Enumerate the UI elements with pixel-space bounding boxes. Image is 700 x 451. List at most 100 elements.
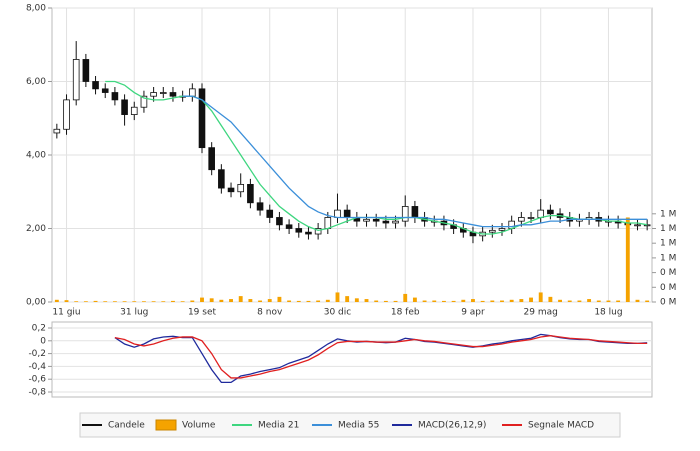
candle-body bbox=[140, 95, 148, 108]
volume-bar bbox=[422, 300, 427, 302]
y2-tick-label: 1 M bbox=[660, 253, 676, 263]
x-tick-label: 18 lug bbox=[594, 308, 622, 318]
candle-body bbox=[305, 231, 312, 235]
candle-body bbox=[63, 99, 70, 130]
x-tick-label: 11 giu bbox=[52, 308, 80, 318]
series-line bbox=[114, 335, 648, 379]
y2-tick-label: 0 M bbox=[660, 283, 676, 293]
volume-bar bbox=[529, 297, 533, 302]
y-tick-label: -0,8 bbox=[28, 388, 46, 398]
candle-body bbox=[237, 183, 245, 193]
candle-body bbox=[101, 88, 109, 93]
y2-tick-label: 1 M bbox=[660, 239, 676, 249]
candle-body bbox=[295, 228, 303, 233]
volume-bar bbox=[74, 301, 79, 302]
candle-body bbox=[489, 229, 496, 233]
candle-body bbox=[537, 209, 545, 218]
candle-body bbox=[527, 217, 535, 219]
volume-bar bbox=[471, 299, 475, 302]
volume-bar bbox=[161, 301, 166, 302]
volume-bar bbox=[567, 300, 572, 302]
volume-bar bbox=[490, 300, 495, 302]
volume-bar bbox=[596, 300, 601, 302]
x-tick-label: 8 nov bbox=[257, 308, 283, 318]
volume-bar bbox=[209, 298, 214, 302]
candle-body bbox=[256, 202, 264, 211]
volume-bar bbox=[64, 300, 69, 302]
volume-bar bbox=[500, 300, 504, 302]
legend-label: Media 21 bbox=[258, 421, 299, 431]
volume-bar bbox=[238, 296, 243, 302]
volume-bar bbox=[219, 299, 224, 302]
volume-bar bbox=[558, 299, 562, 302]
candle-body bbox=[218, 169, 225, 189]
volume-bar bbox=[451, 300, 456, 302]
volume-bar bbox=[616, 300, 621, 302]
volume-bar bbox=[103, 301, 108, 302]
candle-body bbox=[324, 217, 332, 229]
volume-bar bbox=[538, 292, 543, 302]
volume-bar bbox=[258, 300, 262, 302]
volume-bar bbox=[606, 300, 611, 302]
candle-body bbox=[401, 206, 409, 222]
volume-bar bbox=[112, 301, 117, 302]
volume-bar bbox=[509, 299, 514, 302]
candle-body bbox=[53, 128, 61, 134]
candle-body bbox=[343, 209, 351, 218]
candle-body bbox=[150, 92, 157, 97]
y-tick-label: 4,00 bbox=[26, 151, 46, 161]
candle-body bbox=[547, 209, 554, 215]
volume-bar bbox=[83, 301, 88, 302]
candle-body bbox=[72, 59, 80, 101]
legend-swatch bbox=[155, 419, 177, 431]
candle-body bbox=[130, 106, 138, 115]
y-tick-label: 6,00 bbox=[26, 77, 46, 87]
volume-bar bbox=[180, 301, 185, 302]
candle-body bbox=[266, 209, 274, 218]
volume-bar bbox=[412, 297, 417, 302]
candle-body bbox=[169, 92, 177, 97]
volume-bar bbox=[383, 300, 388, 302]
y-tick-label: -0,2 bbox=[28, 349, 46, 359]
volume-bar bbox=[248, 299, 253, 302]
candle-body bbox=[247, 183, 254, 204]
x-tick-label: 30 dic bbox=[324, 308, 352, 318]
y2-tick-label: 1 M bbox=[660, 224, 676, 234]
candle-body bbox=[121, 99, 128, 115]
volume-bar bbox=[142, 301, 146, 302]
candle-body bbox=[392, 220, 399, 224]
volume-bar bbox=[229, 299, 233, 302]
plot-area bbox=[51, 321, 653, 398]
volume-bar bbox=[393, 300, 398, 302]
volume-bar bbox=[151, 301, 156, 302]
volume-bar bbox=[277, 296, 282, 302]
volume-bar bbox=[442, 300, 446, 302]
candle-body bbox=[198, 88, 206, 149]
volume-bar bbox=[354, 298, 359, 302]
volume-bar bbox=[132, 301, 137, 302]
volume-bar bbox=[374, 300, 379, 302]
volume-bar bbox=[200, 297, 204, 302]
volume-bar bbox=[587, 299, 592, 302]
volume-bar bbox=[548, 296, 553, 302]
volume-bar bbox=[364, 299, 369, 302]
y-tick-label: -0,4 bbox=[28, 362, 46, 372]
y-tick-label: 0,00 bbox=[26, 298, 46, 308]
candle-body bbox=[372, 218, 380, 222]
volume-bar bbox=[267, 299, 272, 302]
candle-body bbox=[382, 220, 390, 224]
y-tick-label: 2,00 bbox=[26, 224, 46, 234]
volume-bar bbox=[461, 299, 466, 302]
candle-body bbox=[363, 218, 370, 222]
legend-label: Media 55 bbox=[338, 421, 379, 431]
candle-body bbox=[189, 88, 196, 97]
candle-body bbox=[82, 59, 90, 82]
candle-body bbox=[314, 228, 322, 235]
volume-bar bbox=[316, 300, 321, 302]
y-tick-label: -0,6 bbox=[28, 375, 46, 385]
candle-body bbox=[285, 224, 293, 229]
candle-body bbox=[92, 81, 99, 90]
volume-bar bbox=[171, 300, 175, 302]
y2-tick-label: 1 M bbox=[660, 209, 676, 219]
legend-label: Volume bbox=[182, 421, 216, 431]
